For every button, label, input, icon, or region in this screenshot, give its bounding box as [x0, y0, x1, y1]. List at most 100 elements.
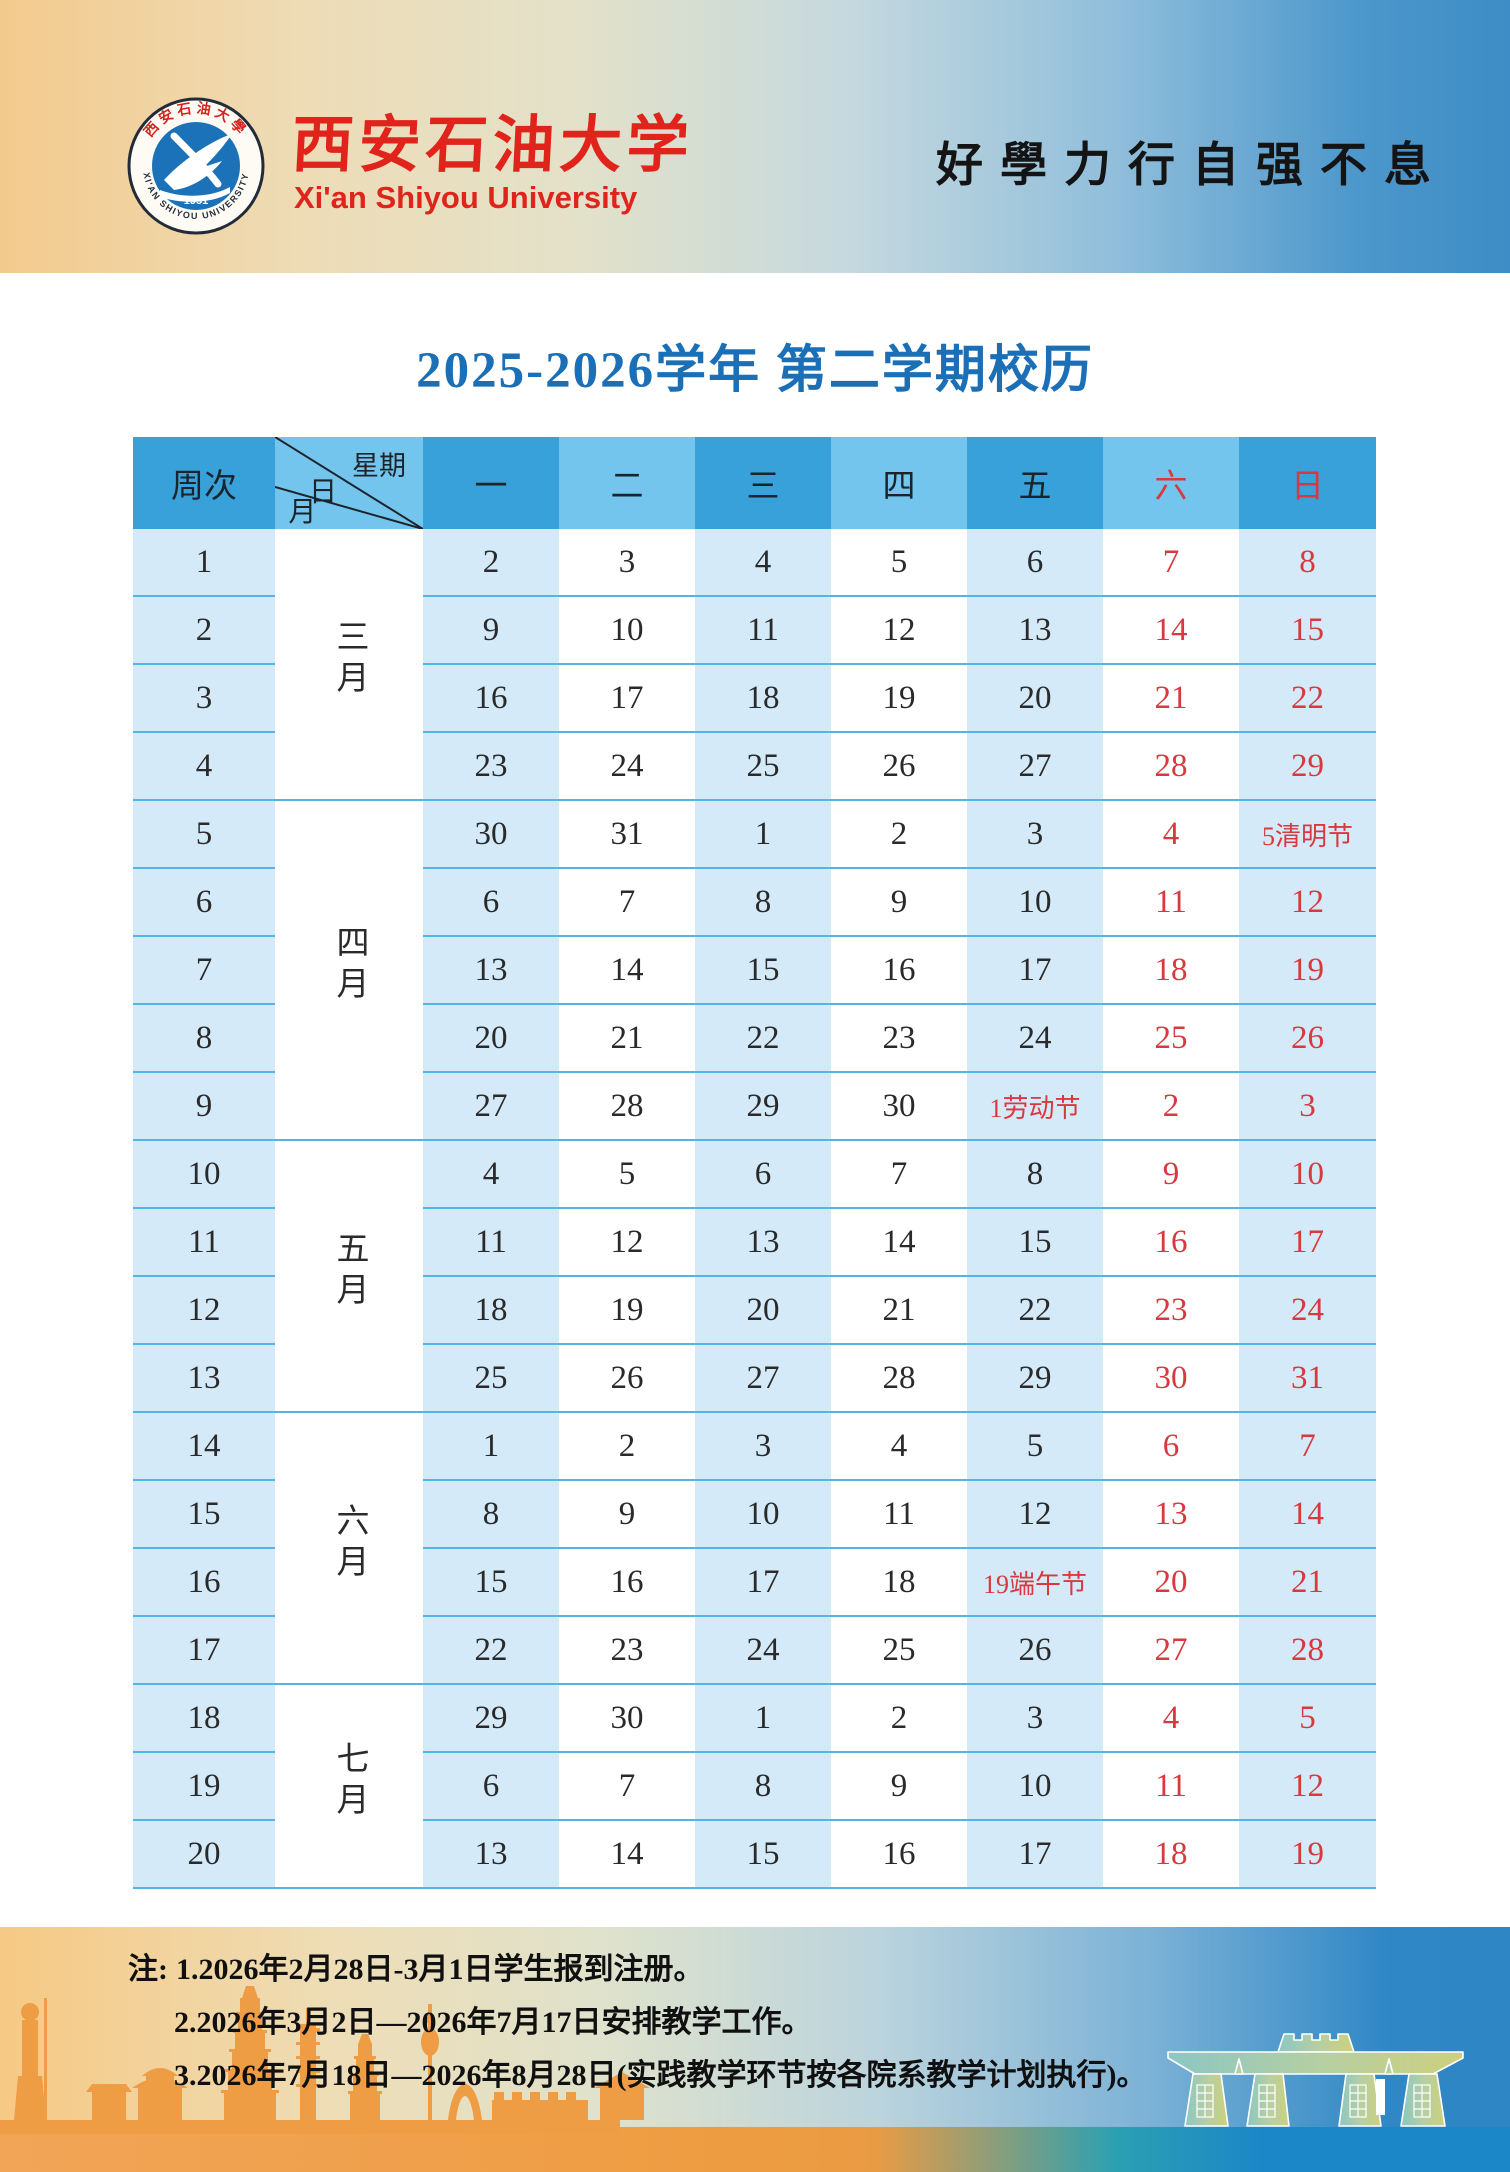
- university-gate-illustration: [1167, 2033, 1464, 2127]
- day-cell: 7: [831, 1140, 967, 1209]
- day-cell: 19: [1239, 936, 1376, 1005]
- day-cell: 23: [559, 1616, 695, 1685]
- day-cell: 10: [967, 868, 1103, 937]
- day-cell: 4: [423, 1140, 559, 1209]
- day-cell: 23: [831, 1004, 967, 1073]
- day-cell: 14: [559, 1820, 695, 1889]
- day-cell: 17: [1239, 1208, 1376, 1277]
- university-name-english: Xi'an Shiyou University: [294, 180, 638, 215]
- day-cell: 12: [831, 596, 967, 665]
- day-cell: 21: [559, 1004, 695, 1073]
- week-row-17: 17 22 23 24 25 26 27 28: [133, 1616, 1376, 1685]
- day-cell: 8: [695, 1752, 831, 1821]
- day-cell: 25: [1103, 1004, 1239, 1073]
- week-row-6: 6 6 7 8 9 10 11 12: [133, 868, 1376, 937]
- day-cell: 16: [1103, 1208, 1239, 1277]
- day-cell: 8: [967, 1140, 1103, 1209]
- day-cell: 14: [1239, 1480, 1376, 1549]
- day-cell: 28: [1103, 732, 1239, 801]
- day-cell: 30: [831, 1072, 967, 1141]
- day-cell: 24: [1239, 1276, 1376, 1345]
- week-number: 7: [133, 936, 275, 1005]
- week-number: 11: [133, 1208, 275, 1277]
- day-cell: 21: [1103, 664, 1239, 733]
- day-cell: 27: [1103, 1616, 1239, 1685]
- day-cell: 13: [1103, 1480, 1239, 1549]
- day-cell: 25: [423, 1344, 559, 1413]
- day-cell: 3: [695, 1412, 831, 1481]
- day-cell: 4: [831, 1412, 967, 1481]
- day-cell: 18: [1103, 1820, 1239, 1889]
- week-number: 19: [133, 1752, 275, 1821]
- day-cell: 18: [423, 1276, 559, 1345]
- day-cell: 16: [831, 1820, 967, 1889]
- day-header-7: 日: [1239, 437, 1376, 529]
- day-cell: 12: [967, 1480, 1103, 1549]
- university-motto: 好學力行自强不息: [936, 140, 1448, 192]
- gate-name-plaque: [1376, 2079, 1385, 2115]
- day-cell: 11: [1103, 868, 1239, 937]
- seal-founding-year: 1951: [184, 195, 208, 207]
- day-cell: 19: [559, 1276, 695, 1345]
- day-cell: 14: [831, 1208, 967, 1277]
- day-cell: 31: [559, 800, 695, 869]
- day-cell: 5: [1239, 1684, 1376, 1753]
- day-cell: 10: [695, 1480, 831, 1549]
- calendar-table: 周次 星期 日 月 一二三四五六日 1 三月 2 3 4 5 6 7 8 2 9 10 11 12 13 14…: [133, 437, 1376, 1889]
- ground-strip: [0, 2127, 1510, 2172]
- day-cell: 26: [559, 1344, 695, 1413]
- day-cell: 26: [831, 732, 967, 801]
- day-cell: 1: [423, 1412, 559, 1481]
- day-cell: 10: [1239, 1140, 1376, 1209]
- day-cell: 17: [967, 1820, 1103, 1889]
- week-row-4: 4 23 24 25 26 27 28 29: [133, 732, 1376, 801]
- notes-prefix: 注:: [128, 1953, 168, 1986]
- day-cell: 6: [967, 529, 1103, 597]
- week-number: 18: [133, 1684, 275, 1753]
- day-cell: 26: [1239, 1004, 1376, 1073]
- day-cell: 7: [1103, 529, 1239, 597]
- week-row-1: 1 三月 2 3 4 5 6 7 8: [133, 529, 1376, 801]
- day-cell: 5: [831, 529, 967, 597]
- week-number: 12: [133, 1276, 275, 1345]
- week-number: 17: [133, 1616, 275, 1685]
- day-cell: 17: [695, 1548, 831, 1617]
- day-cell: 6: [423, 1752, 559, 1821]
- day-cell: 16: [559, 1548, 695, 1617]
- notes-block: 注: 1.2026年2月28日-3月1日学生报到注册。 2.2026年3月2日—2…: [128, 1943, 1146, 2102]
- day-cell: 9: [559, 1480, 695, 1549]
- day-cell: 17: [559, 664, 695, 733]
- day-cell: 23: [423, 732, 559, 801]
- top-band: 1951 西安石油大學 XI'AN SHIYOU UNIVERSITY 西安石油…: [0, 0, 1510, 273]
- day-cell: 31: [1239, 1344, 1376, 1413]
- day-cell: 20: [695, 1276, 831, 1345]
- day-cell: 2: [559, 1412, 695, 1481]
- day-cell: 11: [423, 1208, 559, 1277]
- calendar-header-row: 周次 星期 日 月 一二三四五六日: [133, 437, 1376, 529]
- month-cell-四月: 四月: [275, 800, 423, 1141]
- day-cell: 6: [695, 1140, 831, 1209]
- day-cell: 20: [967, 664, 1103, 733]
- day-cell: 5: [559, 1140, 695, 1209]
- day-cell: 13: [967, 596, 1103, 665]
- week-row-3: 3 16 17 18 19 20 21 22: [133, 664, 1376, 733]
- day-cell: 30: [559, 1684, 695, 1753]
- week-number: 20: [133, 1820, 275, 1889]
- day-cell: 19: [1239, 1820, 1376, 1889]
- corner-label-weekday: 星期: [351, 451, 406, 482]
- day-cell: 2: [423, 529, 559, 597]
- day-cell: 17: [967, 936, 1103, 1005]
- day-cell: 10: [559, 596, 695, 665]
- week-row-11: 11 11 12 13 14 15 16 17: [133, 1208, 1376, 1277]
- day-cell: 9: [831, 868, 967, 937]
- day-cell: 24: [559, 732, 695, 801]
- week-row-8: 8 20 21 22 23 24 25 26: [133, 1004, 1376, 1073]
- day-cell: 22: [423, 1616, 559, 1685]
- week-row-19: 19 6 7 8 9 10 11 12: [133, 1752, 1376, 1821]
- day-header-2: 二: [559, 437, 695, 529]
- day-cell: 15: [1239, 596, 1376, 665]
- day-cell: 5: [967, 1412, 1103, 1481]
- day-cell: 21: [831, 1276, 967, 1345]
- day-cell: 29: [1239, 732, 1376, 801]
